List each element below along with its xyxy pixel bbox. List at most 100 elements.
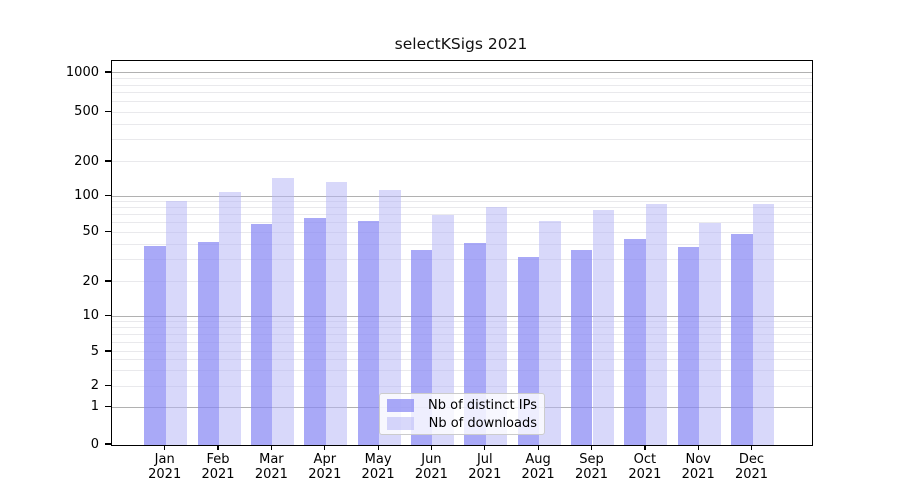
legend-label-distinct-ips: Nb of distinct IPs	[428, 397, 537, 413]
x-axis-tick-mark	[484, 445, 486, 450]
bar-downloads-may	[379, 189, 401, 445]
x-axis-tick-mark	[537, 445, 539, 450]
gridline-minor	[112, 161, 812, 162]
x-axis-tick-mark	[217, 445, 219, 450]
legend-label-downloads: Nb of downloads	[428, 415, 537, 431]
bar-distinct-ips-oct	[624, 239, 646, 445]
bar-downloads-oct	[645, 204, 668, 445]
gridline-major	[112, 315, 812, 317]
x-axis-tick-mark	[590, 445, 593, 450]
y-axis-tick-label: 50	[82, 224, 99, 239]
bar-downloads-nov	[699, 223, 721, 445]
bar-distinct-ips-jan	[144, 245, 166, 445]
gridline-minor	[112, 201, 812, 202]
x-axis-tick-label-jun: Jun 2021	[414, 452, 448, 482]
bar-downloads-mar	[272, 178, 294, 445]
gridline-minor	[112, 101, 812, 103]
bar-distinct-ips-nov	[677, 247, 700, 445]
x-axis-tick-mark	[270, 445, 273, 450]
x-axis-tick-mark	[377, 445, 379, 450]
gridline-minor	[112, 370, 812, 372]
bar-downloads-jun	[432, 215, 454, 445]
gridline-minor	[112, 214, 812, 215]
x-axis-tick-mark	[164, 445, 166, 450]
bar-distinct-ips-apr	[304, 218, 326, 445]
gridline-minor	[112, 385, 812, 387]
bar-downloads-jul	[485, 207, 508, 445]
chart-title: selectKSigs 2021	[394, 35, 528, 53]
bar-downloads-jan	[165, 200, 188, 445]
y-axis-tick-mark	[105, 314, 111, 317]
gridline-minor	[112, 92, 812, 94]
gridline-minor	[112, 326, 812, 328]
x-axis-tick-label-apr: Apr 2021	[308, 452, 342, 482]
y-axis-tick-label: 20	[82, 273, 99, 289]
bar-distinct-ips-may	[357, 220, 380, 445]
legend: Nb of distinct IPs Nb of downloads	[379, 393, 545, 435]
y-axis-tick-label: 2	[90, 378, 99, 393]
x-axis-tick-label-jul: Jul 2021	[468, 452, 502, 482]
gridline-minor	[112, 333, 812, 335]
x-axis-tick-label-dec: Dec 2021	[734, 452, 769, 482]
x-axis-tick-label-sep: Sep 2021	[574, 452, 609, 482]
y-axis-tick-mark	[105, 71, 111, 73]
y-axis-tick-mark	[105, 405, 111, 408]
y-axis-tick-mark	[105, 350, 111, 352]
x-axis-tick-label-oct: Oct 2021	[628, 452, 662, 482]
gridline-minor	[112, 341, 812, 343]
x-axis-tick-label-may: May 2021	[361, 452, 395, 482]
gridline-minor	[112, 231, 812, 233]
y-axis-tick-label: 5	[90, 343, 99, 359]
y-axis-tick-label: 100	[74, 188, 99, 203]
y-axis-tick-label: 200	[74, 153, 99, 169]
gridline-minor	[112, 281, 812, 282]
gridline-minor	[112, 207, 812, 209]
bar-distinct-ips-mar	[250, 223, 273, 445]
bar-distinct-ips-dec	[731, 233, 753, 445]
y-axis-tick-mark	[105, 230, 111, 233]
y-axis-tick-mark	[105, 280, 111, 282]
gridline-major	[112, 72, 812, 73]
x-axis-tick-mark	[644, 445, 646, 450]
y-axis-tick-mark	[105, 160, 111, 162]
x-axis-tick-mark	[697, 445, 699, 450]
x-axis-tick-mark	[430, 445, 433, 450]
legend-swatch-distinct-ips	[387, 398, 414, 412]
legend-entry-distinct-ips: Nb of distinct IPs	[387, 398, 537, 413]
y-axis-tick-label: 1	[90, 399, 99, 414]
y-axis-tick-mark	[105, 110, 111, 113]
gridline-minor	[112, 259, 812, 261]
gridline-minor	[112, 359, 812, 361]
gridline-minor	[112, 84, 812, 86]
x-axis-tick-mark	[324, 445, 326, 450]
y-axis-tick-mark	[105, 443, 111, 445]
gridline-minor	[112, 243, 812, 245]
x-axis-tick-mark	[750, 445, 753, 450]
y-axis-tick-mark	[105, 384, 111, 387]
legend-entry-downloads: Nb of downloads	[387, 416, 537, 431]
x-axis-tick-label-feb: Feb 2021	[201, 452, 235, 482]
gridline-minor	[112, 222, 812, 223]
gridline-minor	[112, 111, 812, 113]
bar-distinct-ips-feb	[197, 241, 220, 445]
x-axis-tick-label-nov: Nov 2021	[681, 452, 715, 482]
gridline-minor	[112, 351, 812, 352]
gridline-minor	[112, 78, 812, 79]
bar-downloads-sep	[592, 210, 615, 445]
y-axis-tick-mark	[105, 194, 111, 197]
bar-downloads-feb	[219, 191, 241, 445]
gridline-minor	[112, 320, 812, 322]
y-axis-tick-label: 0	[90, 436, 99, 452]
gridline-minor	[112, 123, 812, 125]
gridline-major	[112, 195, 812, 197]
gridline-minor	[112, 139, 812, 141]
legend-swatch-downloads	[387, 416, 414, 430]
bar-downloads-aug	[539, 221, 561, 445]
y-axis-tick-label: 500	[74, 104, 99, 119]
plot-area: Nb of distinct IPs Nb of downloads	[111, 60, 813, 446]
y-axis-tick-label: 1000	[65, 64, 99, 80]
x-axis-tick-label-jan: Jan 2021	[148, 452, 182, 482]
bar-distinct-ips-sep	[570, 250, 593, 445]
bar-downloads-apr	[325, 181, 348, 445]
